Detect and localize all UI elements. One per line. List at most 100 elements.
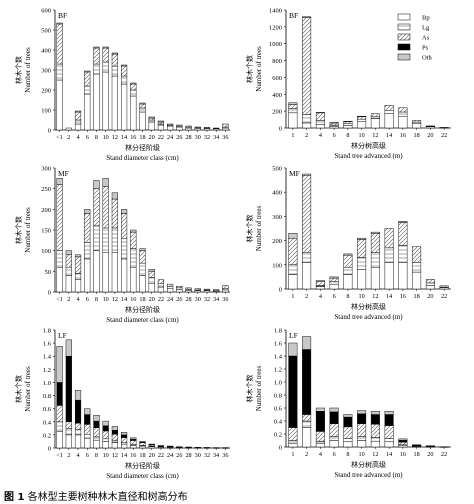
bar-segment-oth — [302, 173, 312, 176]
bar-segment-bp — [65, 127, 72, 131]
x-tick-label: 26 — [176, 134, 182, 141]
y-tick-label: 0 — [279, 287, 282, 294]
bar-segment-lg — [111, 440, 118, 443]
bar-segment-as — [370, 113, 380, 117]
x-axis-label: Stand diameter class (cm) — [106, 472, 179, 480]
bar-segment-bp — [398, 262, 408, 290]
bar-segment-ps — [288, 355, 298, 428]
x-tick-label: 12 — [112, 452, 118, 459]
x-tick-label: 16 — [130, 452, 136, 459]
y-tick-label: 0.2 — [43, 432, 51, 439]
bar-segment-as — [357, 239, 367, 258]
bar-segment-lg — [370, 252, 380, 268]
bar-segment-bp — [74, 279, 82, 293]
bar-segment-bp — [412, 271, 422, 290]
y-tick-label: 1200 — [269, 24, 282, 31]
bar-segment-ps — [302, 349, 312, 415]
x-tick-label: 14 — [121, 134, 127, 141]
y-tick-label: 1.6 — [274, 341, 283, 348]
bar-segment-lg — [288, 264, 298, 275]
y-axis-label-cn: 林木个数 — [245, 215, 254, 243]
bar-segment-lg — [130, 248, 137, 268]
bar-segment-lg — [343, 438, 353, 443]
bar-segment-oth — [74, 254, 82, 258]
y-axis-label: Number of trees — [24, 207, 32, 253]
bar-segment-lg — [357, 436, 367, 441]
y-axis-label: Number of trees — [255, 46, 263, 92]
y-axis-label-cn: 林木个数 — [245, 55, 254, 83]
bar-segment-oth — [120, 64, 128, 67]
bar-segment-as — [343, 254, 353, 268]
bar-segment-lg — [56, 421, 63, 432]
bar-segment-as — [398, 222, 408, 246]
bar-segment-lg — [412, 121, 422, 125]
y-tick-label: 400 — [272, 92, 282, 99]
x-tick-label: 6 — [86, 452, 89, 459]
bar-segment-bp — [139, 111, 146, 131]
x-tick-label: 22 — [441, 451, 447, 458]
bar-segment-lg — [84, 85, 91, 95]
bar-segment-as — [425, 279, 435, 284]
y-tick-label: 0 — [279, 445, 282, 452]
bar-segment-as — [370, 233, 380, 253]
y-tick-label: 300 — [41, 166, 51, 173]
bar-segment-oth — [370, 411, 380, 415]
bar-segment-ps — [370, 414, 380, 425]
bar-segment-lg — [93, 225, 100, 251]
y-axis-label-cn: 林木个数 — [245, 375, 254, 403]
y-tick-label: 0 — [48, 446, 51, 453]
bar-segment-lg — [357, 118, 367, 122]
bar-segment-lg — [302, 420, 312, 428]
panel-label: LF — [58, 331, 67, 340]
x-tick-label: 20 — [149, 296, 155, 303]
x-axis-label: Stand diameter class (cm) — [106, 154, 179, 162]
y-tick-label: 400 — [272, 190, 282, 197]
bar-segment-oth — [288, 233, 298, 239]
bar-segment-lg — [93, 436, 100, 441]
bar-segment-bp — [65, 275, 72, 293]
bar-segment-lg — [425, 282, 435, 286]
bar-segment-as — [203, 288, 211, 291]
bar-segment-oth — [398, 438, 408, 441]
bar-segment-oth — [139, 248, 146, 251]
x-tick-label: 8 — [95, 296, 98, 303]
bar-segment-as — [84, 213, 91, 243]
x-tick-label: 14 — [386, 132, 392, 139]
bar-segment-oth — [93, 46, 100, 49]
x-tick-label: 26 — [176, 452, 182, 459]
x-tick-label: 12 — [112, 296, 118, 303]
bar-segment-as — [343, 426, 353, 439]
y-axis-label: Number of trees — [255, 205, 263, 251]
x-tick-label: 2 — [67, 134, 70, 141]
bar-segment-bp — [384, 441, 394, 448]
x-tick-label: 2 — [67, 452, 70, 459]
y-tick-label: 300 — [41, 68, 51, 75]
bar-segment-lg — [157, 283, 165, 288]
bar-segment-oth — [111, 52, 118, 55]
y-tick-label: 800 — [272, 58, 282, 65]
x-tick-label: 28 — [185, 134, 191, 141]
bar-segment-oth — [315, 280, 325, 282]
x-tick-label: 8 — [95, 134, 98, 141]
bar-segment-as — [56, 405, 63, 423]
x-tick-label: 10 — [359, 451, 365, 458]
bar-segment-oth — [343, 414, 353, 418]
bar-segment-bp — [315, 124, 325, 129]
x-tick-label: 32 — [204, 296, 210, 303]
y-tick-label: 500 — [272, 166, 282, 173]
bar-segment-as — [329, 423, 339, 437]
bar-segment-bp — [222, 127, 229, 131]
bar-segment-oth — [315, 407, 325, 412]
x-tick-label: 34 — [213, 296, 219, 303]
bar-segment-as — [302, 414, 312, 422]
bar-segment-bp — [288, 443, 298, 448]
bar-segment-oth — [139, 441, 146, 443]
bar-segment-as — [222, 123, 229, 128]
y-tick-label: 600 — [41, 8, 51, 15]
bar-segment-bp — [176, 126, 183, 131]
bar-segment-oth — [84, 70, 91, 73]
bar-segment-bp — [185, 127, 192, 131]
x-tick-label: 6 — [333, 132, 336, 139]
bar-segment-lg — [84, 434, 91, 439]
bar-segment-bp — [302, 427, 312, 448]
